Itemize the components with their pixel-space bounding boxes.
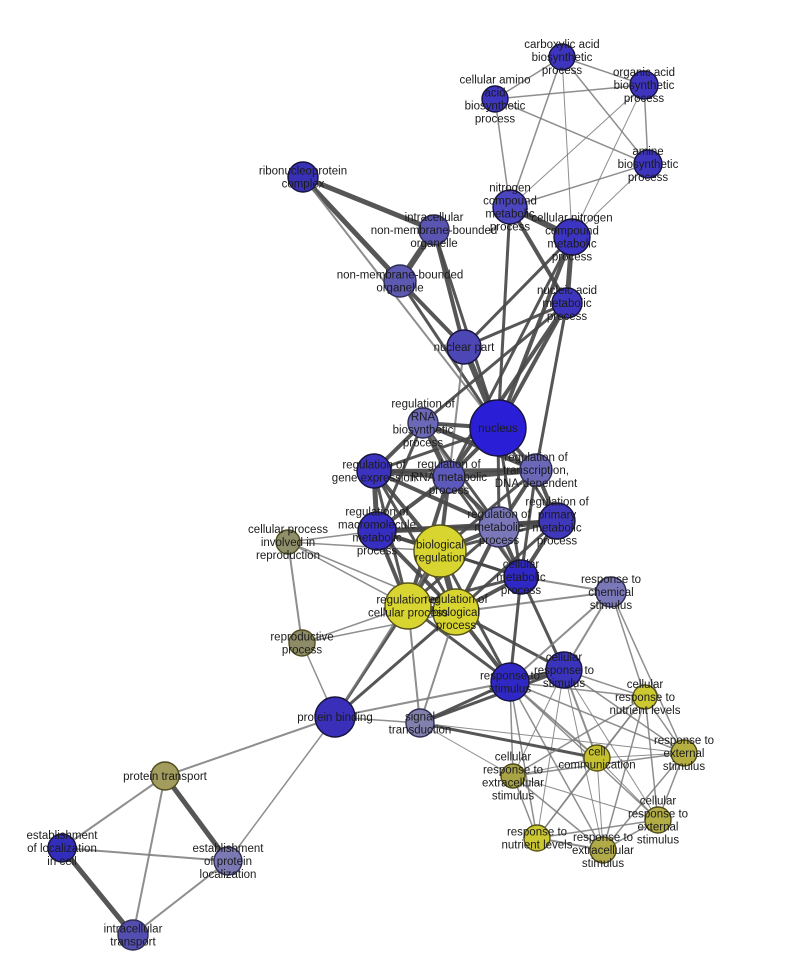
graph-edge-rs-crnl bbox=[509, 681, 646, 698]
graph-edge-rnp-inmb bbox=[302, 174, 435, 233]
graph-node-rbp[interactable] bbox=[432, 588, 480, 636]
graph-edge-cpir-rp bbox=[287, 541, 303, 644]
graph-edge-inmb-nuc bbox=[432, 229, 500, 429]
graph-edge-rbp-pb bbox=[334, 610, 457, 719]
graph-node-rge[interactable] bbox=[356, 453, 392, 489]
graph-node-rs[interactable] bbox=[490, 662, 530, 702]
graph-node-np[interactable] bbox=[446, 329, 482, 365]
graph-edge-oa-aa bbox=[494, 84, 645, 100]
graph-edge-crnl-crexs bbox=[644, 696, 659, 821]
graph-edge-rnp-nmb bbox=[301, 175, 402, 283]
graph-edge-st-cc bbox=[419, 721, 598, 760]
graph-node-elc[interactable] bbox=[47, 833, 77, 863]
graph-edge-ca-cnc bbox=[561, 56, 573, 238]
graph-edge-st-cres bbox=[419, 722, 514, 777]
graph-node-pt[interactable] bbox=[150, 761, 180, 791]
graph-node-nc[interactable] bbox=[492, 189, 528, 225]
graph-edge-rs-res bbox=[509, 681, 685, 754]
graph-node-ca[interactable] bbox=[548, 43, 576, 71]
graph-edge-crnl-rexs bbox=[602, 696, 646, 851]
graph-node-nmb[interactable] bbox=[383, 264, 417, 298]
graph-node-rnl[interactable] bbox=[523, 824, 551, 852]
graph-node-cmp[interactable] bbox=[503, 559, 539, 595]
graph-edge-elc-it bbox=[60, 846, 135, 937]
graph-edge-pt-it bbox=[132, 775, 166, 936]
graph-node-pb[interactable] bbox=[314, 696, 356, 738]
graph-edge-crs-res bbox=[563, 669, 685, 754]
graph-node-rrb[interactable] bbox=[407, 407, 439, 439]
graph-node-cnc[interactable] bbox=[553, 218, 591, 256]
graph-edge-oa-cnc bbox=[571, 84, 645, 238]
graph-edge-cres-crexs bbox=[512, 775, 659, 821]
graph-edge-pt-elc bbox=[61, 775, 166, 849]
graph-node-crs[interactable] bbox=[545, 651, 583, 689]
graph-edge-crnl-cres bbox=[512, 696, 646, 777]
graph-node-cpir[interactable] bbox=[275, 529, 301, 555]
graph-edge-nuc-cnc bbox=[496, 236, 574, 429]
graph-edge-rnl-cc bbox=[536, 757, 598, 839]
graph-edge-ca-nc bbox=[509, 56, 563, 208]
graph-edge-crs-rnl bbox=[536, 669, 565, 839]
graph-node-rpm[interactable] bbox=[538, 502, 576, 540]
graph-edge-oa-nc bbox=[509, 84, 645, 208]
graph-node-rm[interactable] bbox=[478, 506, 520, 548]
graph-edge-na-rt bbox=[534, 302, 569, 471]
graph-node-rt[interactable] bbox=[519, 453, 553, 487]
graph-edge-pb-pt bbox=[164, 716, 336, 777]
graph-node-nuc[interactable] bbox=[469, 399, 527, 457]
graph-node-it[interactable] bbox=[117, 919, 149, 951]
graph-node-st[interactable] bbox=[405, 708, 435, 738]
graph-node-cc[interactable] bbox=[583, 744, 611, 772]
graph-edge-rs-rnl bbox=[509, 681, 538, 839]
graph-node-na[interactable] bbox=[551, 287, 583, 319]
graph-node-br[interactable] bbox=[413, 524, 467, 578]
graph-edge-rexs-cc bbox=[596, 757, 604, 851]
graph-edge-crexs-rnl bbox=[536, 819, 659, 839]
graph-edge-pt-epl bbox=[162, 774, 231, 863]
graph-node-aa[interactable] bbox=[481, 85, 509, 113]
graph-node-am[interactable] bbox=[633, 149, 663, 179]
graph-edge-rmm-rpm bbox=[376, 519, 558, 533]
graph-node-crnl[interactable] bbox=[632, 684, 658, 710]
graph-node-epl[interactable] bbox=[213, 846, 243, 876]
graph-node-rp[interactable] bbox=[288, 629, 316, 657]
graph-edge-np-rrm bbox=[448, 346, 465, 478]
graph-edge-nuc-nc bbox=[496, 206, 512, 429]
graph-edge-pb-epl bbox=[227, 716, 336, 862]
graph-node-cres[interactable] bbox=[500, 763, 526, 789]
graph-node-rcp[interactable] bbox=[384, 582, 432, 630]
graph-edge-rchem-res bbox=[610, 591, 685, 754]
graph-edge-epl-it bbox=[132, 860, 229, 936]
graph-edge-rchem-crnl bbox=[610, 591, 646, 698]
graph-edge-pb-br bbox=[334, 550, 441, 718]
graph-node-res[interactable] bbox=[670, 739, 698, 767]
graph-node-rexs[interactable] bbox=[589, 836, 617, 864]
graph-edge-aa-am bbox=[494, 98, 649, 165]
graph-node-inmb[interactable] bbox=[418, 214, 450, 246]
graph-node-rnp[interactable] bbox=[287, 161, 319, 193]
graph-edge-am-nc bbox=[509, 163, 649, 208]
graph-node-rchem[interactable] bbox=[595, 576, 627, 608]
graph-edge-rnp-nuc bbox=[302, 176, 499, 429]
graph-edge-res-rexs bbox=[602, 752, 685, 851]
graph-node-rrm[interactable] bbox=[432, 460, 466, 494]
graph-edge-elc-epl bbox=[61, 847, 229, 862]
graph-node-oa[interactable] bbox=[629, 70, 659, 100]
graph-edge-st-res bbox=[419, 722, 685, 754]
graph-node-crexs[interactable] bbox=[644, 806, 672, 834]
graph-edge-ca-am bbox=[561, 56, 649, 165]
graph-node-rmm[interactable] bbox=[357, 511, 397, 551]
graph-edge-inmb-np bbox=[432, 229, 466, 348]
